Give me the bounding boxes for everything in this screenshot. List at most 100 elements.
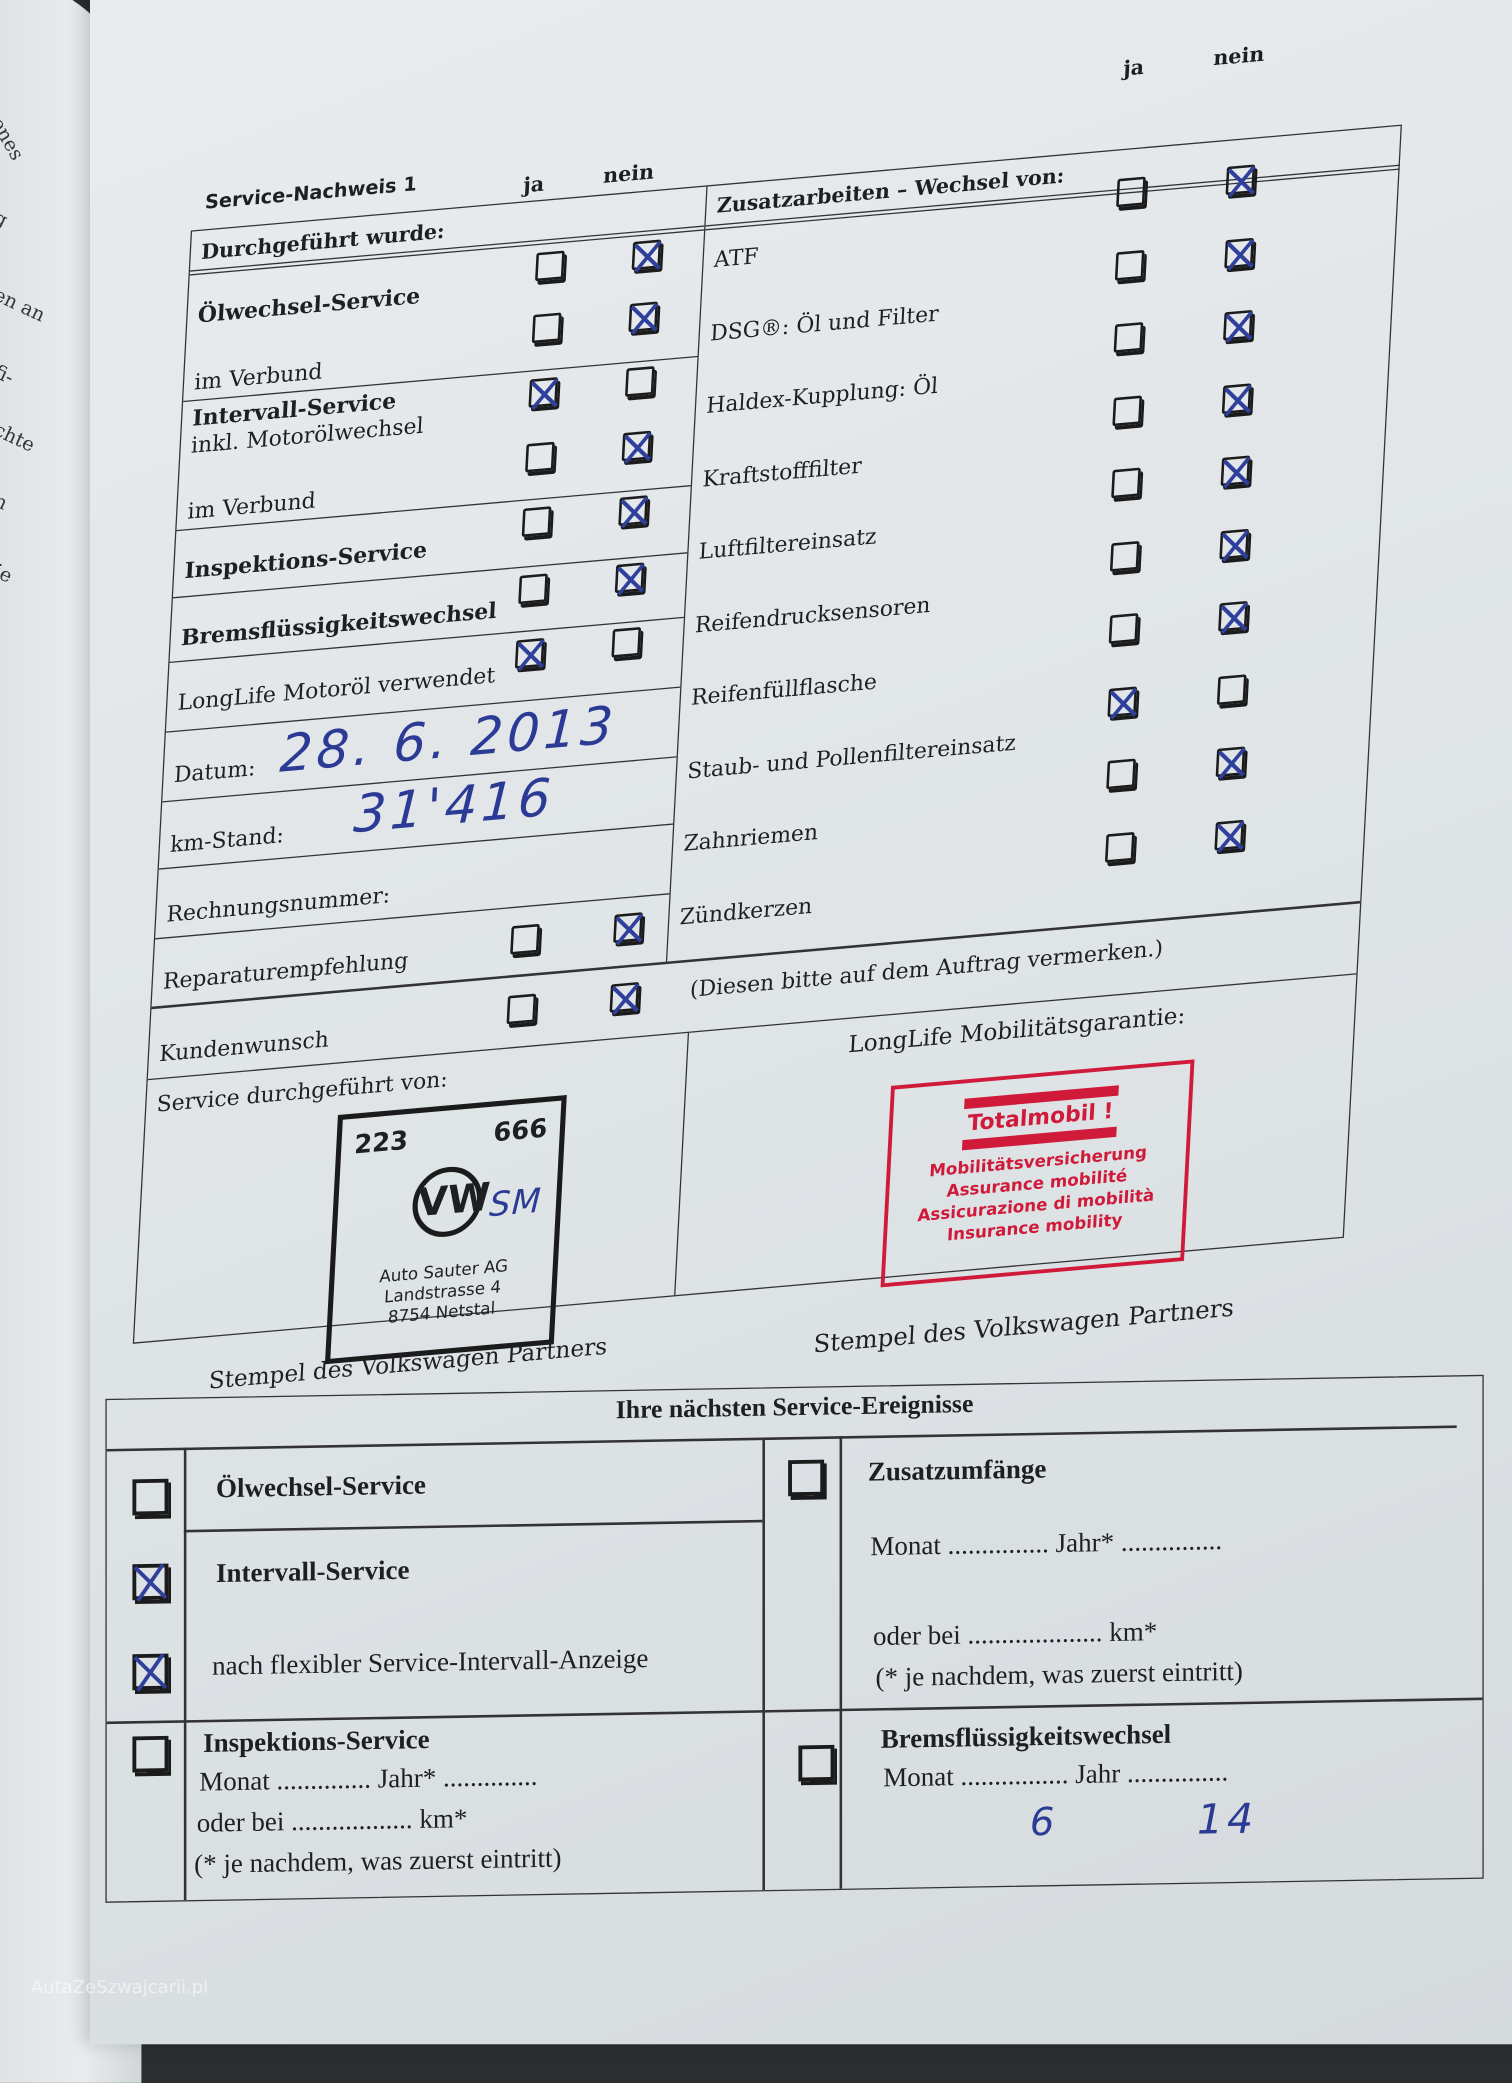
extra-work-ja-checkbox[interactable] <box>1104 831 1135 863</box>
dealer-stamp-area: Service durchgeführt von: 223 666 VW Aut… <box>134 1032 690 1395</box>
performed-ja-checkbox[interactable] <box>525 441 555 473</box>
performed-nein-checkbox[interactable] <box>618 495 649 527</box>
dealer-signature: SM <box>488 1181 543 1226</box>
next-inspektion-note: (* je nachdem, was zuerst eintritt) <box>194 1842 562 1880</box>
extra-work-ja-checkbox[interactable] <box>1111 467 1141 499</box>
dealer-stamp: 223 666 VW Auto Sauter AG Landstrasse 4 87… <box>324 1095 567 1365</box>
next-inspektion-monat: Monat .............. Jahr* .............… <box>199 1760 538 1798</box>
performed-nein-checkbox[interactable] <box>624 366 655 397</box>
extra-work-nein-checkbox[interactable] <box>1220 455 1251 487</box>
next-bremse-checkbox[interactable] <box>798 1744 835 1782</box>
extra-work-label: ATF <box>713 243 760 274</box>
kundenwunsch-ja-checkbox[interactable] <box>506 993 537 1025</box>
totalmobil-stamp: Totalmobil ! Mobilitätsversicherung Assur… <box>880 1059 1195 1288</box>
extra-work-ja-checkbox[interactable] <box>1112 394 1143 426</box>
extra-work-nein-checkbox[interactable] <box>1221 382 1252 414</box>
next-oelwechsel-label: Ölwechsel-Service <box>215 1469 426 1504</box>
next-zusatz-km: oder bei .................... km* <box>872 1615 1158 1652</box>
extra-work-label: Haldex-Kupplung: Öl <box>705 373 939 420</box>
reparatur-nein-checkbox[interactable] <box>613 912 643 944</box>
left-page-text: benes <box>0 102 29 165</box>
left-page-text: n <box>0 488 12 515</box>
dealer-number-left: 223 <box>353 1124 409 1160</box>
next-flexibel-label: nach flexibler Service-Intervall-Anzeige <box>212 1642 649 1682</box>
next-zusatz-label: Zusatzumfänge <box>867 1453 1047 1488</box>
next-inspektion-label: Inspektions-Service <box>203 1723 430 1759</box>
extra-work-nein-checkbox[interactable] <box>1225 164 1256 196</box>
vw-logo-icon: VW <box>410 1163 491 1240</box>
left-page-text: en an <box>0 282 49 327</box>
extra-work-column: Zusatzarbeiten – Wechsel von: ATF DSG®: Ö… <box>665 125 1402 962</box>
extra-work-ja-checkbox[interactable] <box>1116 176 1146 208</box>
ja-header-right: ja <box>1122 54 1145 81</box>
next-zusatz-checkbox[interactable] <box>788 1459 825 1497</box>
extra-work-label: Kraftstofffilter <box>701 452 863 493</box>
extra-work-label: Luftfiltereinsatz <box>698 523 878 566</box>
next-bremse-monat: Monat ................ Jahr ............… <box>883 1755 1229 1793</box>
extra-work-ja-checkbox[interactable] <box>1106 758 1136 790</box>
next-oelwechsel-checkbox[interactable] <box>132 1478 169 1516</box>
left-page-text: chte <box>0 417 39 457</box>
extra-work-nein-checkbox[interactable] <box>1224 237 1255 268</box>
kundenwunsch-nein-checkbox[interactable] <box>609 981 640 1013</box>
extra-work-nein-checkbox[interactable] <box>1215 746 1246 778</box>
next-bremse-label: Bremsflüssigkeitswechsel <box>880 1718 1172 1755</box>
extra-work-ja-checkbox[interactable] <box>1113 321 1144 353</box>
extra-work-nein-checkbox[interactable] <box>1218 600 1248 632</box>
dealer-number-right: 666 <box>492 1112 548 1148</box>
performed-nein-checkbox[interactable] <box>611 626 642 658</box>
extra-work-nein-checkbox[interactable] <box>1216 673 1247 705</box>
extra-work-nein-checkbox[interactable] <box>1214 819 1245 850</box>
extra-work-ja-checkbox[interactable] <box>1107 685 1138 717</box>
next-service-events: Ihre nächsten Service-Ereignisse Ölwechs… <box>105 1374 1484 1903</box>
extra-work-ja-checkbox[interactable] <box>1109 540 1140 572</box>
left-page-text: fi- <box>0 359 18 390</box>
performed-nein-checkbox[interactable] <box>628 301 659 333</box>
kundenwunsch-label: Kundenwunsch <box>158 1027 330 1068</box>
performed-nein-checkbox[interactable] <box>614 562 645 594</box>
photo-scene: benes g en an fi-chte n ie Service-Nachweis 1… <box>0 0 1512 2016</box>
watermark: AutaZeSzwajcarii.pl <box>30 1977 209 1998</box>
performed-ja-checkbox[interactable] <box>531 312 562 344</box>
next-zusatz-monat: Monat ............... Jahr* ............… <box>870 1524 1223 1562</box>
left-page-text: g <box>0 205 12 232</box>
performed-row-label: im Verbund <box>193 359 324 397</box>
ja-header: ja <box>522 171 545 198</box>
left-page-text: ie <box>0 559 16 588</box>
performed-nein-checkbox[interactable] <box>631 239 662 271</box>
next-flexibel-checkbox[interactable] <box>132 1653 169 1691</box>
performed-ja-checkbox[interactable] <box>535 250 565 282</box>
extra-work-label: DSG®: Öl und Filter <box>709 300 940 347</box>
nein-header: nein <box>602 159 655 189</box>
performed-ja-checkbox[interactable] <box>514 637 545 669</box>
next-bremse-monat-value: 6 <box>1029 1800 1059 1846</box>
extra-work-label: Reifendrucksensoren <box>694 591 932 639</box>
reparatur-ja-checkbox[interactable] <box>510 923 540 955</box>
next-intervall-label: Intervall-Service <box>215 1554 410 1589</box>
extra-work-nein-checkbox[interactable] <box>1223 309 1253 341</box>
performed-row-label: im Verbund <box>186 488 317 526</box>
datum-label: Datum: <box>173 755 257 789</box>
service-booklet-page <box>89 0 1512 2045</box>
next-bremse-jahr-value: 14 <box>1196 1794 1258 1844</box>
performed-nein-checkbox[interactable] <box>621 430 652 462</box>
next-inspektion-km: oder bei .................. km* <box>196 1802 468 1839</box>
km-label: km-Stand: <box>169 822 285 859</box>
next-zusatz-note: (* je nachdem, was zuerst eintritt) <box>875 1655 1243 1693</box>
service-record-form: Service-Nachweis 1 ja nein ja nein Durch… <box>119 41 1402 1395</box>
next-inspektion-checkbox[interactable] <box>132 1735 169 1773</box>
performed-ja-checkbox[interactable] <box>518 573 548 605</box>
extra-work-label: Reifenfüllflasche <box>690 669 878 712</box>
performed-ja-checkbox[interactable] <box>521 506 552 538</box>
extra-work-label: Staub- und Pollenfiltereinsatz <box>686 729 1017 785</box>
nein-header-right: nein <box>1212 41 1265 71</box>
performed-column: Durchgeführt wurde: Ölwechsel-Service im … <box>151 186 707 1010</box>
next-intervall-checkbox[interactable] <box>132 1563 169 1601</box>
performed-row-label: Inspektions-Service <box>183 537 428 585</box>
extra-work-nein-checkbox[interactable] <box>1219 528 1250 559</box>
extra-work-ja-checkbox[interactable] <box>1108 612 1139 644</box>
form-table: Durchgeführt wurde: Ölwechsel-Service im … <box>132 124 1402 1395</box>
extra-work-ja-checkbox[interactable] <box>1114 249 1145 281</box>
extra-work-label: Zahnriemen <box>682 819 819 858</box>
performed-ja-checkbox[interactable] <box>528 377 559 408</box>
